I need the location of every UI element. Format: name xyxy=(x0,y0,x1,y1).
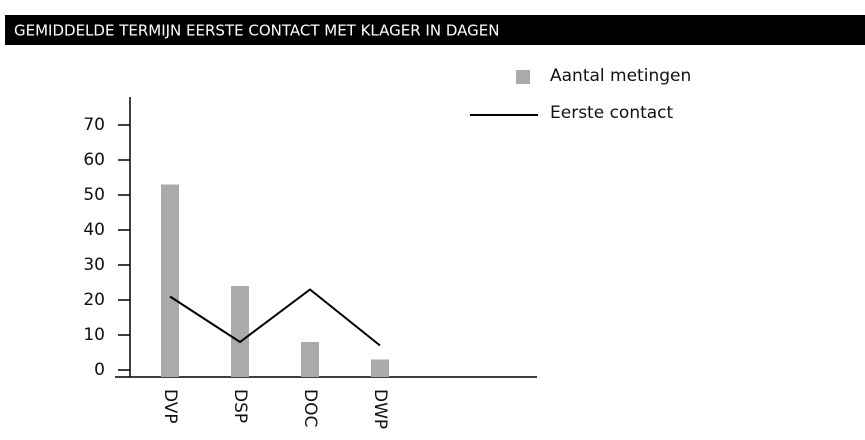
y-tick-label: 50 xyxy=(83,185,105,205)
y-tick-label: 70 xyxy=(83,115,105,135)
y-tick-label: 30 xyxy=(83,255,105,275)
legend-label: Aantal metingen xyxy=(550,66,691,86)
legend-label: Eerste contact xyxy=(550,103,674,123)
y-tick-label: 0 xyxy=(94,360,105,380)
y-tick-label: 60 xyxy=(83,150,105,170)
legend-swatch xyxy=(516,70,530,84)
x-tick-label: DVP xyxy=(160,389,180,424)
bar xyxy=(371,359,389,377)
x-tick-label: DOC xyxy=(300,389,320,427)
bar xyxy=(301,342,319,377)
y-tick-label: 10 xyxy=(83,325,105,345)
chart-title: GEMIDDELDE TERMIJN EERSTE CONTACT MET KL… xyxy=(14,22,499,40)
x-tick-label: DWP xyxy=(370,389,390,429)
line xyxy=(169,288,381,347)
x-tick-label: DSP xyxy=(230,389,250,423)
title-bar xyxy=(5,15,865,45)
bar xyxy=(231,286,249,377)
y-tick-label: 20 xyxy=(83,290,105,310)
y-tick-label: 40 xyxy=(83,220,105,240)
bar xyxy=(161,184,179,377)
